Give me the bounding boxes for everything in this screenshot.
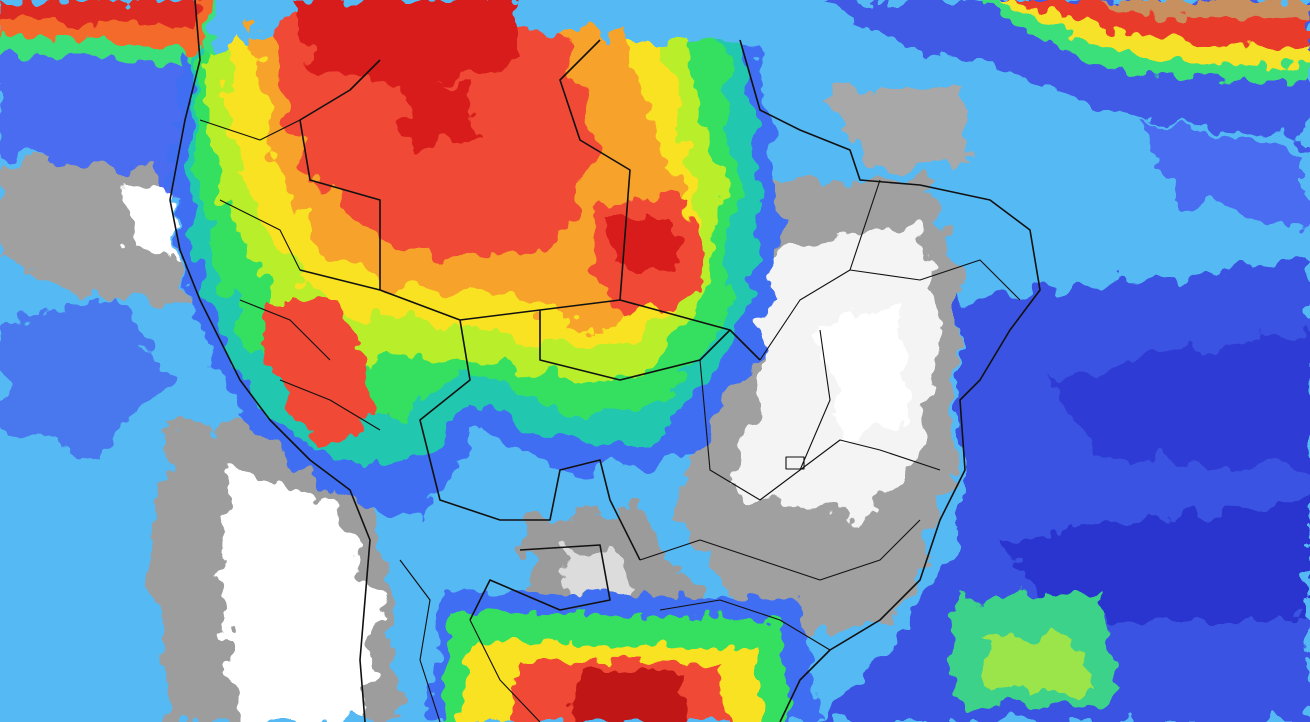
heavy-rain bbox=[170, 0, 780, 520]
state-border bbox=[785, 456, 805, 470]
south-rain bbox=[430, 590, 820, 722]
weather-field bbox=[820, 90, 970, 170]
weather-field bbox=[1100, 0, 1310, 20]
weather-field bbox=[120, 180, 180, 260]
weather-field bbox=[820, 300, 910, 440]
weather-field bbox=[220, 470, 380, 722]
country-borders bbox=[169, 0, 1041, 722]
state-border bbox=[199, 119, 381, 431]
border bbox=[469, 544, 611, 621]
weather-field bbox=[570, 670, 690, 722]
weather-field bbox=[260, 300, 380, 440]
border bbox=[539, 310, 731, 381]
weather-field bbox=[0, 0, 200, 28]
state-border bbox=[759, 179, 881, 361]
state-border bbox=[799, 329, 831, 471]
east-coast bbox=[739, 39, 1041, 722]
state-border bbox=[639, 519, 921, 581]
border bbox=[559, 39, 631, 301]
border bbox=[419, 319, 641, 561]
weather-field bbox=[1140, 120, 1310, 230]
weather-field bbox=[0, 40, 210, 200]
border bbox=[299, 59, 381, 290]
weather-field bbox=[1050, 330, 1310, 470]
west-coast bbox=[169, 0, 371, 722]
weather-field bbox=[980, 630, 1090, 690]
weather-field bbox=[290, 0, 520, 90]
weather-field bbox=[610, 220, 680, 270]
weather-field bbox=[400, 80, 480, 150]
state-border bbox=[849, 259, 1021, 301]
state-border bbox=[399, 559, 541, 722]
weather-field bbox=[1000, 500, 1310, 620]
state-border bbox=[659, 599, 831, 651]
storm-bands bbox=[0, 0, 1310, 82]
weather-field bbox=[0, 300, 170, 460]
